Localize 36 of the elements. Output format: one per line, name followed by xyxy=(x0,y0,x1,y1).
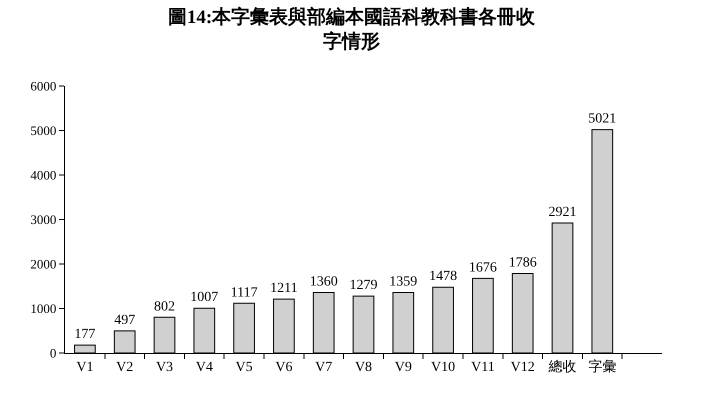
y-tick-label: 3000 xyxy=(30,212,56,228)
x-tick-label: V10 xyxy=(431,360,456,375)
x-tick-label: V11 xyxy=(471,360,495,375)
x-tick-label: V5 xyxy=(236,360,253,375)
x-tick-label: V9 xyxy=(394,360,412,375)
y-tick-label: 2000 xyxy=(30,256,56,272)
data-label: 1360 xyxy=(310,274,338,290)
data-label: 1786 xyxy=(508,256,537,271)
data-label: 5021 xyxy=(588,112,616,127)
data-label: 2921 xyxy=(548,205,576,220)
x-tick-label: V12 xyxy=(510,360,535,375)
x-tick-label: V8 xyxy=(354,360,372,375)
x-tick-label: 總收 xyxy=(548,358,576,375)
data-label: 1478 xyxy=(429,269,458,284)
data-label: 1279 xyxy=(350,278,378,294)
data-label: 1007 xyxy=(190,290,218,306)
y-tick-label: 5000 xyxy=(30,123,56,138)
x-tick-label: V3 xyxy=(156,360,174,375)
y-tick-label: 1000 xyxy=(30,301,56,316)
y-tick-label: 4000 xyxy=(30,168,56,183)
x-tick-label: V4 xyxy=(196,360,213,375)
x-tick-label: V7 xyxy=(315,360,332,375)
data-label: 177 xyxy=(74,327,96,342)
data-label: 1117 xyxy=(230,285,258,300)
data-label: 1676 xyxy=(468,260,497,276)
data-label: 1211 xyxy=(270,281,298,296)
data-label: 802 xyxy=(154,299,175,314)
y-tick-label: 0 xyxy=(50,346,56,361)
data-label: 497 xyxy=(114,312,136,328)
x-tick-label: V2 xyxy=(116,360,134,375)
chart-title: 圖14:本字彙表與部編本國語科教科書各冊收字情形 xyxy=(168,6,536,52)
x-tick-label: 字彙 xyxy=(588,358,616,375)
x-tick-label: V1 xyxy=(76,360,94,375)
data-label: 1359 xyxy=(389,274,418,290)
x-tick-label: V6 xyxy=(275,360,292,375)
y-tick-label: 6000 xyxy=(30,78,56,94)
